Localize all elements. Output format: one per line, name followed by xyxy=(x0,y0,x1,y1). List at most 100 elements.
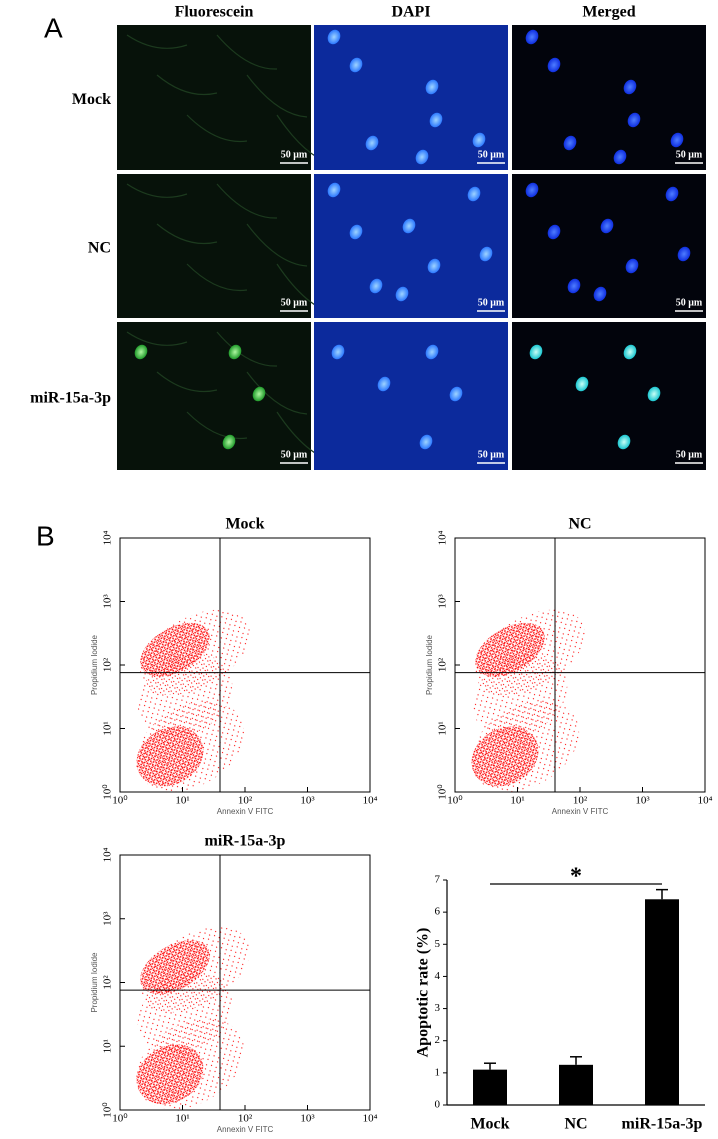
y-tick-label: 5 xyxy=(435,938,441,950)
nucleus xyxy=(563,135,577,151)
nucleus xyxy=(331,344,345,360)
x-tick-label: 10⁴ xyxy=(698,795,713,807)
nucleus xyxy=(479,246,493,262)
nucleus xyxy=(365,135,379,151)
image-background xyxy=(117,174,311,318)
image-background xyxy=(117,322,311,470)
y-tick-label: 10² xyxy=(102,657,114,672)
cell-process xyxy=(246,223,308,267)
error-bar xyxy=(484,1062,496,1070)
nucleus xyxy=(623,344,637,360)
nucleus xyxy=(575,376,589,392)
scale-bar-label: 50 μm xyxy=(478,449,505,460)
x-tick-label: 10¹ xyxy=(175,1113,189,1125)
panel-label: A xyxy=(44,12,63,43)
cell-process xyxy=(156,371,218,393)
x-tick-label: 10¹ xyxy=(175,795,189,807)
image-background xyxy=(314,25,508,170)
nucleus xyxy=(547,57,561,73)
cell-process xyxy=(216,183,278,219)
nucleus xyxy=(327,182,341,198)
nucleus xyxy=(647,386,661,402)
cell-process xyxy=(126,34,188,49)
image-background xyxy=(512,322,706,470)
micrograph: 50 μm xyxy=(117,25,338,170)
y-tick-label: 10⁰ xyxy=(437,784,449,800)
x-tick-label: NC xyxy=(564,1116,587,1133)
nucleus xyxy=(665,186,679,202)
nucleus xyxy=(625,258,639,274)
y-axis-label: Apoptotic rate (%) xyxy=(415,928,432,1058)
scale-bar-label: 50 μm xyxy=(478,297,505,308)
cell-process xyxy=(216,34,278,70)
nucleus xyxy=(349,224,363,240)
y-axis-label: Propidium Iodide xyxy=(90,634,99,695)
nucleus xyxy=(627,112,641,128)
nucleus xyxy=(415,149,429,165)
nucleus xyxy=(600,218,614,234)
nucleus xyxy=(429,112,443,128)
y-tick-label: 10⁰ xyxy=(102,1102,114,1118)
plot-title: NC xyxy=(568,516,591,533)
cell-process xyxy=(246,371,308,415)
y-tick-label: 10¹ xyxy=(102,1039,114,1053)
row-label: NC xyxy=(88,240,111,257)
nucleus xyxy=(425,79,439,95)
micrograph: 50 μm xyxy=(117,174,338,318)
error-bar xyxy=(570,1056,582,1065)
bar xyxy=(645,899,679,1105)
nucleus xyxy=(547,224,561,240)
nucleus xyxy=(617,434,631,450)
image-background xyxy=(117,25,311,170)
nucleus xyxy=(677,246,691,262)
y-tick-label: 10⁴ xyxy=(102,847,114,862)
cell-process xyxy=(186,411,248,440)
scale-bar-label: 50 μm xyxy=(676,149,703,160)
column-header: DAPI xyxy=(391,4,430,21)
x-tick-label: 10² xyxy=(238,1113,253,1125)
y-tick-label: 10³ xyxy=(102,594,114,609)
y-tick-label: 1 xyxy=(435,1066,441,1078)
bar xyxy=(559,1064,593,1105)
event-cloud xyxy=(475,609,585,695)
y-tick-label: 3 xyxy=(435,1002,441,1014)
cell-process xyxy=(186,114,248,143)
nucleus xyxy=(525,29,539,45)
cell-process xyxy=(156,223,218,245)
cell-process xyxy=(126,331,188,346)
cell-process xyxy=(186,263,248,292)
row-label: miR-15a-3p xyxy=(30,390,111,407)
nucleus xyxy=(395,286,409,302)
y-tick-label: 10¹ xyxy=(437,721,449,735)
y-tick-label: 10³ xyxy=(102,911,114,926)
plot-title: Mock xyxy=(225,516,264,533)
y-axis-label: Propidium Iodide xyxy=(90,952,99,1013)
x-tick-label: 10⁰ xyxy=(112,795,128,807)
y-tick-label: 10⁰ xyxy=(102,784,114,800)
cell-process xyxy=(246,74,308,118)
column-header: Fluorescein xyxy=(175,4,254,21)
nucleus xyxy=(327,29,341,45)
plot-title: miR-15a-3p xyxy=(205,833,286,850)
nucleus xyxy=(222,434,236,450)
y-tick-label: 10² xyxy=(437,657,449,672)
image-background xyxy=(314,322,508,470)
nucleus xyxy=(134,344,148,360)
y-tick-label: 0 xyxy=(435,1099,441,1111)
nucleus xyxy=(449,386,463,402)
column-header: Merged xyxy=(582,4,635,21)
y-tick-label: 2 xyxy=(435,1034,441,1046)
nucleus xyxy=(228,344,242,360)
panel-label: B xyxy=(36,520,55,551)
x-tick-label: 10³ xyxy=(635,795,650,807)
micrograph: 50 μm xyxy=(314,25,508,170)
x-tick-label: miR-15a-3p xyxy=(622,1116,703,1133)
cell-process xyxy=(126,183,188,198)
x-tick-label: 10³ xyxy=(300,1113,315,1125)
y-tick-label: 10¹ xyxy=(102,721,114,735)
scale-bar-label: 50 μm xyxy=(281,449,308,460)
nucleus xyxy=(593,286,607,302)
nucleus xyxy=(349,57,363,73)
scale-bar-label: 50 μm xyxy=(676,449,703,460)
scale-bar-label: 50 μm xyxy=(478,149,505,160)
